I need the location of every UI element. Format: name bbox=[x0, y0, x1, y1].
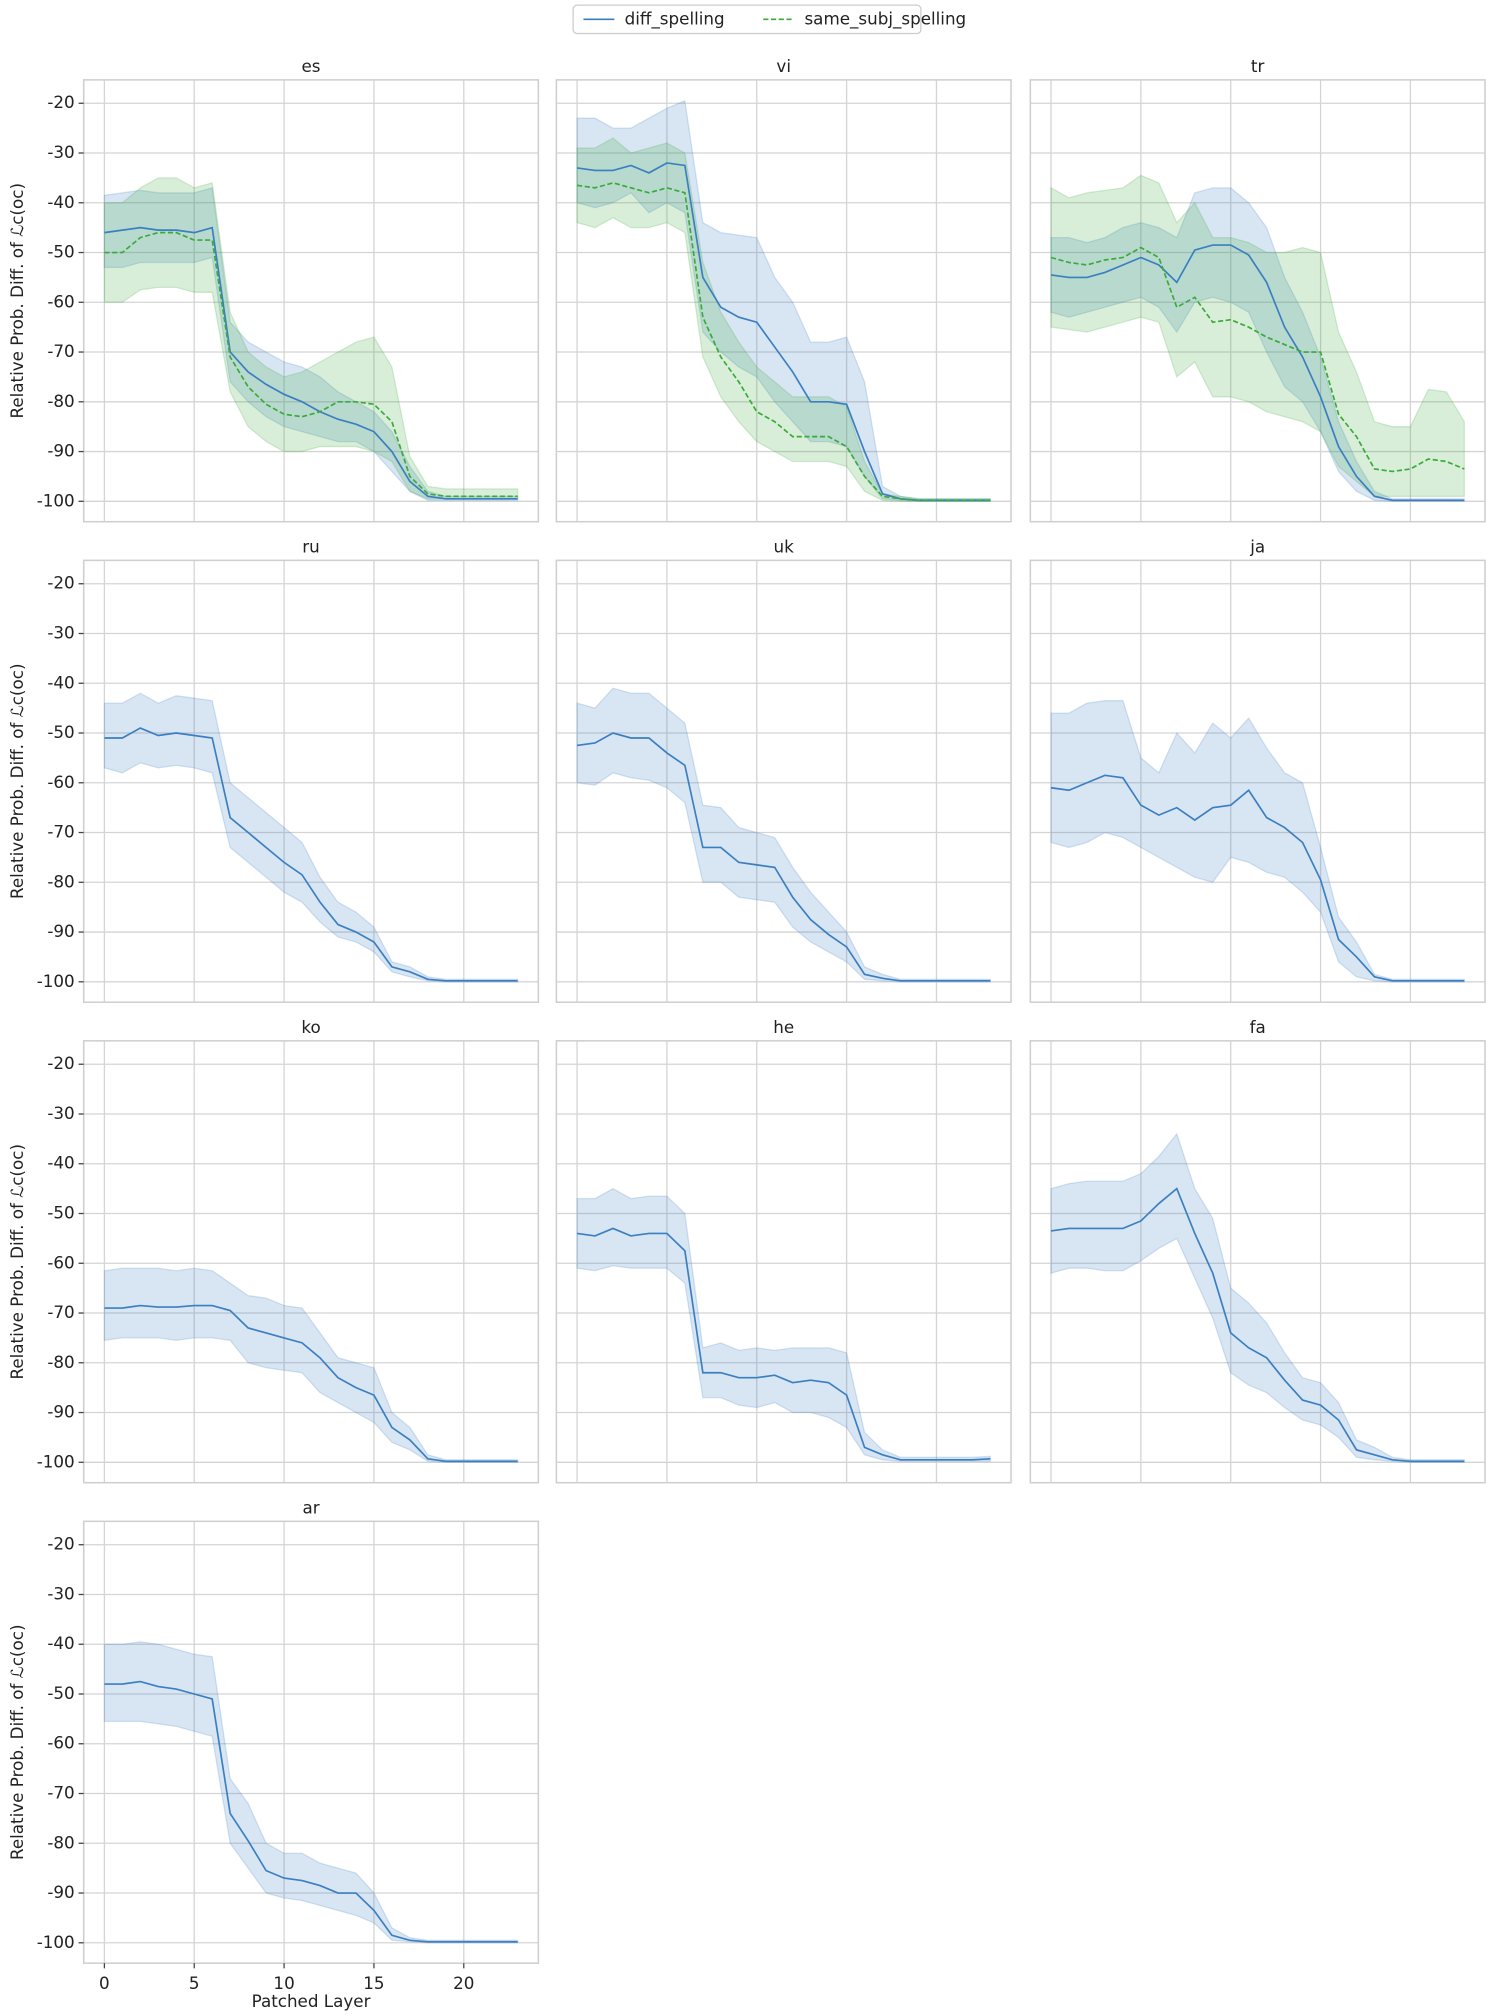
x-tick-label: 10 bbox=[273, 1973, 294, 1993]
series-line bbox=[104, 727, 518, 982]
y-tick-label: -100 bbox=[37, 971, 75, 991]
y-tick-label: -70 bbox=[47, 1302, 74, 1322]
y-tick-label: -80 bbox=[47, 1832, 74, 1852]
panel-title: ko bbox=[301, 1017, 320, 1037]
y-tick-label: -80 bbox=[47, 871, 74, 891]
panel-background bbox=[83, 560, 539, 1003]
y-tick-label: -60 bbox=[47, 291, 74, 311]
panel-frame bbox=[1029, 79, 1486, 523]
y-tick-label: -100 bbox=[37, 490, 75, 510]
panel-frame bbox=[555, 1040, 1012, 1484]
y-tick-label: -60 bbox=[47, 1733, 74, 1753]
y-tick-label: -30 bbox=[47, 1103, 74, 1123]
legend-label: same_subj_spelling bbox=[804, 8, 966, 29]
series-line bbox=[576, 162, 991, 502]
y-tick-label: -70 bbox=[47, 341, 74, 361]
y-tick-label: -60 bbox=[47, 772, 74, 792]
panel-title: ar bbox=[302, 1497, 319, 1517]
panel-title: fa bbox=[1250, 1017, 1266, 1037]
panel-title: he bbox=[773, 1017, 794, 1037]
legend: diff_spelling same_subj_spelling bbox=[572, 4, 966, 35]
panel-frame bbox=[555, 79, 1012, 523]
panel-background bbox=[556, 560, 1012, 1003]
y-tick-label: -40 bbox=[47, 672, 74, 692]
x-tick-label: 20 bbox=[453, 1973, 474, 1993]
y-tick-label: -70 bbox=[47, 1783, 74, 1803]
confidence-band bbox=[103, 692, 519, 983]
y-tick-label: -70 bbox=[47, 822, 74, 842]
panel-frame bbox=[1029, 559, 1486, 1003]
x-tick-label: 0 bbox=[99, 1973, 110, 1993]
panel-frame bbox=[555, 559, 1012, 1003]
y-tick-label: -50 bbox=[47, 1683, 74, 1703]
y-axis-label: Relative Prob. Diff. of ℒc(oc) bbox=[7, 183, 27, 419]
y-axis-label: Relative Prob. Diff. of ℒc(oc) bbox=[7, 664, 27, 900]
y-tick-label: -100 bbox=[37, 1932, 75, 1952]
confidence-band bbox=[103, 187, 519, 501]
legend-label: diff_spelling bbox=[625, 8, 725, 29]
confidence-band bbox=[576, 1187, 992, 1462]
panel-frame bbox=[82, 1040, 540, 1484]
y-tick-label: -90 bbox=[47, 1402, 74, 1422]
y-tick-label: -40 bbox=[47, 1633, 74, 1653]
panel-frame bbox=[82, 559, 540, 1003]
confidence-band bbox=[576, 137, 992, 502]
y-tick-label: -90 bbox=[47, 921, 74, 941]
panel-title: uk bbox=[774, 536, 795, 556]
panel-title: ru bbox=[302, 536, 319, 556]
y-axis-label: Relative Prob. Diff. of ℒc(oc) bbox=[7, 1624, 27, 1860]
confidence-band bbox=[1050, 700, 1465, 983]
series-line bbox=[576, 732, 991, 982]
y-tick-label: -90 bbox=[47, 441, 74, 461]
panel-frame bbox=[82, 79, 540, 523]
series-line bbox=[1050, 774, 1465, 982]
y-tick-label: -20 bbox=[47, 1534, 74, 1554]
y-tick-label: -20 bbox=[47, 92, 74, 112]
confidence-band bbox=[103, 1267, 519, 1463]
y-tick-label: -50 bbox=[47, 722, 74, 742]
y-tick-label: -40 bbox=[47, 1153, 74, 1173]
series-line bbox=[576, 181, 991, 502]
y-tick-label: -80 bbox=[47, 1352, 74, 1372]
panel-frame bbox=[82, 1520, 540, 1964]
y-tick-label: -80 bbox=[47, 391, 74, 411]
series-line bbox=[104, 226, 518, 500]
y-tick-label: -50 bbox=[47, 1203, 74, 1223]
panel-title: tr bbox=[1251, 56, 1265, 76]
series-line bbox=[1050, 244, 1465, 502]
x-axis-label: Patched Layer bbox=[252, 1991, 371, 2011]
panel-frame bbox=[1029, 1040, 1486, 1484]
y-tick-label: -20 bbox=[47, 1053, 74, 1073]
confidence-band bbox=[1050, 187, 1465, 502]
y-tick-label: -30 bbox=[47, 1583, 74, 1603]
series-line bbox=[576, 1227, 991, 1461]
series-line bbox=[104, 1304, 518, 1463]
panel-title: es bbox=[302, 56, 321, 76]
panel-title: ja bbox=[1249, 536, 1265, 556]
panel-title: vi bbox=[776, 56, 791, 76]
series-line bbox=[1050, 246, 1465, 473]
x-tick-label: 5 bbox=[189, 1973, 200, 1993]
y-tick-label: -100 bbox=[37, 1451, 75, 1471]
panel-background bbox=[83, 79, 539, 522]
y-tick-label: -90 bbox=[47, 1882, 74, 1902]
confidence-band bbox=[1050, 1132, 1465, 1463]
y-tick-label: -30 bbox=[47, 623, 74, 643]
y-tick-label: -20 bbox=[47, 573, 74, 593]
y-tick-label: -30 bbox=[47, 142, 74, 162]
series-line bbox=[104, 231, 518, 498]
y-tick-label: -60 bbox=[47, 1252, 74, 1272]
y-tick-label: -50 bbox=[47, 242, 74, 262]
y-tick-label: -40 bbox=[47, 192, 74, 212]
x-tick-label: 15 bbox=[363, 1973, 384, 1993]
panel-background bbox=[83, 1040, 539, 1483]
legend-box bbox=[572, 4, 922, 35]
confidence-band bbox=[103, 177, 519, 500]
y-axis-label: Relative Prob. Diff. of ℒc(oc) bbox=[7, 1144, 27, 1380]
confidence-band bbox=[576, 99, 992, 502]
series-line bbox=[104, 1680, 518, 1943]
series-line bbox=[1050, 1187, 1465, 1463]
confidence-band bbox=[103, 1641, 519, 1944]
